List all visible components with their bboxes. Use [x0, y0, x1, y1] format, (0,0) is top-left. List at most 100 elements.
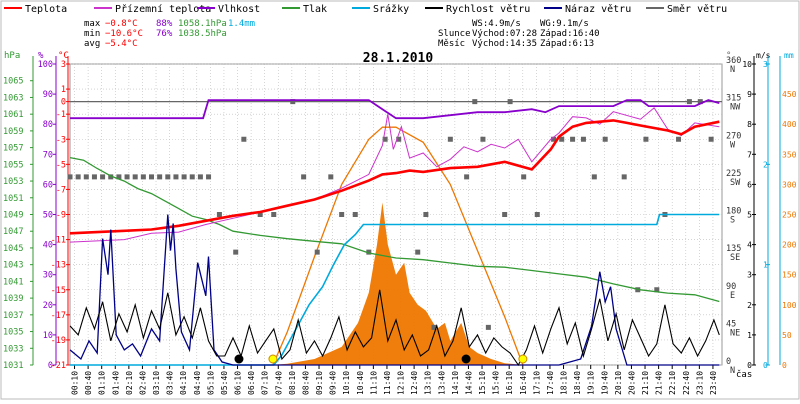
- wind-direction-marker: [431, 324, 437, 330]
- direction-compass-label: NE: [730, 328, 740, 338]
- stats-max-temp: −0.8°C: [105, 19, 138, 29]
- x-tick-label: 11:10: [369, 371, 378, 395]
- stats-avg-label: avg: [84, 39, 100, 49]
- x-tick-label: 18:10: [560, 371, 569, 395]
- legend-label-wind-speed: Rychlost větru: [446, 3, 530, 15]
- wind-tick-label: 3: [747, 271, 752, 280]
- pressure-tick-label: 1047: [3, 227, 23, 237]
- pressure-tick-label: 1031: [3, 361, 23, 371]
- wind-speed-info: WS:4.9m/s: [472, 19, 521, 29]
- temperature-tick-label: -3: [56, 135, 66, 145]
- direction-tick-label: 225: [726, 169, 741, 179]
- x-tick-label: 14:10: [451, 371, 460, 395]
- temperature-tick-label: -15: [51, 286, 66, 296]
- x-tick-label: 07:10: [261, 371, 270, 395]
- wind-direction-marker: [206, 174, 212, 180]
- wind-tick-label: 7: [747, 150, 752, 159]
- rain-tick-label: 0: [763, 361, 768, 370]
- temperature-tick-label: -17: [51, 311, 66, 321]
- legend-label-ground-temperature: Přízemní teplota: [115, 3, 211, 15]
- left-axes: 1031103310351037103910411043104510471049…: [3, 56, 70, 371]
- wind-tick-label: 9: [747, 90, 752, 99]
- stats-min-label: min: [84, 29, 100, 39]
- humidity-tick-label: 70: [43, 150, 53, 160]
- pressure-tick-label: 1039: [3, 294, 23, 304]
- x-tick-label: 04:40: [193, 371, 202, 395]
- x-tick-label: 08:40: [301, 371, 310, 395]
- temperature-tick-label: 3: [61, 60, 66, 70]
- pressure-tick-label: 1041: [3, 277, 23, 287]
- direction-compass-label: SW: [730, 178, 741, 188]
- pressure-tick-label: 1033: [3, 344, 23, 354]
- wind-tick-label: 0: [747, 361, 752, 370]
- x-tick-label: 06:10: [234, 371, 243, 395]
- pressure-tick-label: 1037: [3, 311, 23, 321]
- moon-set: Západ:6:13: [540, 39, 594, 49]
- wind-direction-marker: [602, 136, 608, 142]
- x-tick-label: 12:40: [410, 371, 419, 395]
- pressure-tick-label: 1035: [3, 328, 23, 338]
- pressure-tick-label: 1063: [3, 93, 23, 103]
- x-tick-label: 06:40: [247, 371, 256, 395]
- x-tick-label: 18:40: [573, 371, 582, 395]
- wind-direction-marker: [570, 136, 576, 142]
- wind-direction-marker: [257, 212, 263, 217]
- x-tick-label: 17:10: [532, 371, 541, 395]
- radiation-tick-label: 50: [782, 331, 792, 340]
- x-tick-label: 13:10: [424, 371, 433, 395]
- pressure-axis-unit: hPa: [4, 51, 20, 61]
- wind-direction-marker: [314, 249, 320, 255]
- wind-gust-info: WG:9.1m/s: [540, 19, 589, 29]
- wind-direction-marker: [480, 136, 486, 142]
- wind-direction-marker: [116, 174, 122, 180]
- legend-label-humidity: Vlhkost: [218, 4, 260, 15]
- rain-tick-label: 3: [763, 60, 768, 69]
- plot-area: [67, 99, 720, 367]
- x-tick-label: 05:40: [220, 371, 229, 395]
- wind-direction-marker: [654, 287, 660, 293]
- wind-tick-label: 2: [747, 301, 752, 310]
- wind-direction-marker: [708, 136, 714, 142]
- wind-direction-marker: [676, 136, 682, 142]
- right-axes: 0N45NE90E135SE180S225SW270W315NW360N0123…: [726, 56, 797, 376]
- wind-direction-marker: [591, 174, 597, 180]
- x-tick-label: 11:40: [383, 371, 392, 395]
- radiation-tick-label: 200: [782, 241, 797, 250]
- x-tick-label: 16:10: [505, 371, 514, 395]
- grid: [69, 63, 723, 366]
- wind-direction-marker: [366, 249, 372, 255]
- x-tick-label: 08:10: [288, 371, 297, 395]
- x-tick-label: 22:10: [668, 371, 677, 395]
- sun-label: Slunce: [438, 29, 471, 39]
- x-tick-label: 03:10: [152, 371, 161, 395]
- wind-direction-marker: [559, 136, 565, 142]
- wind-tick-label: 4: [747, 241, 752, 250]
- pressure-tick-label: 1065: [3, 77, 23, 87]
- temperature-axis-unit: °C: [58, 51, 69, 61]
- x-axis-label: čas: [736, 369, 752, 380]
- direction-compass-label: SE: [730, 253, 740, 263]
- radiation-tick-label: 250: [782, 211, 797, 220]
- rain-tick-label: 2: [763, 160, 768, 169]
- x-tick-label: 21:40: [655, 371, 664, 395]
- humidity-tick-label: 30: [43, 271, 53, 281]
- x-tick-label: 05:10: [206, 371, 215, 395]
- direction-tick-label: 90: [726, 282, 736, 292]
- pressure-tick-label: 1051: [3, 194, 23, 204]
- temperature-tick-label: -19: [51, 336, 66, 346]
- wind-tick-label: 10: [742, 60, 752, 69]
- legend-label-wind-direction: Směr větru: [667, 3, 727, 15]
- temperature-tick-label: -5: [56, 160, 66, 170]
- pressure-tick-label: 1053: [3, 177, 23, 187]
- sun-elevation-curve: [272, 126, 524, 366]
- x-tick-label: 04:10: [179, 371, 188, 395]
- x-tick-label: 01:40: [111, 371, 120, 395]
- wind-direction-marker: [83, 174, 89, 180]
- wind-sun-moon-info: WS:4.9m/s WG:9.1m/s Slunce Východ:07:28 …: [438, 19, 600, 49]
- wind-speed-line: [69, 289, 720, 367]
- x-tick-label: 07:40: [274, 371, 283, 395]
- wind-direction-marker: [75, 174, 81, 180]
- legend-label-rain: Srážky: [373, 3, 409, 15]
- stats-min-pressure: 1038.5hPa: [178, 29, 227, 39]
- pressure-tick-label: 1061: [3, 110, 23, 120]
